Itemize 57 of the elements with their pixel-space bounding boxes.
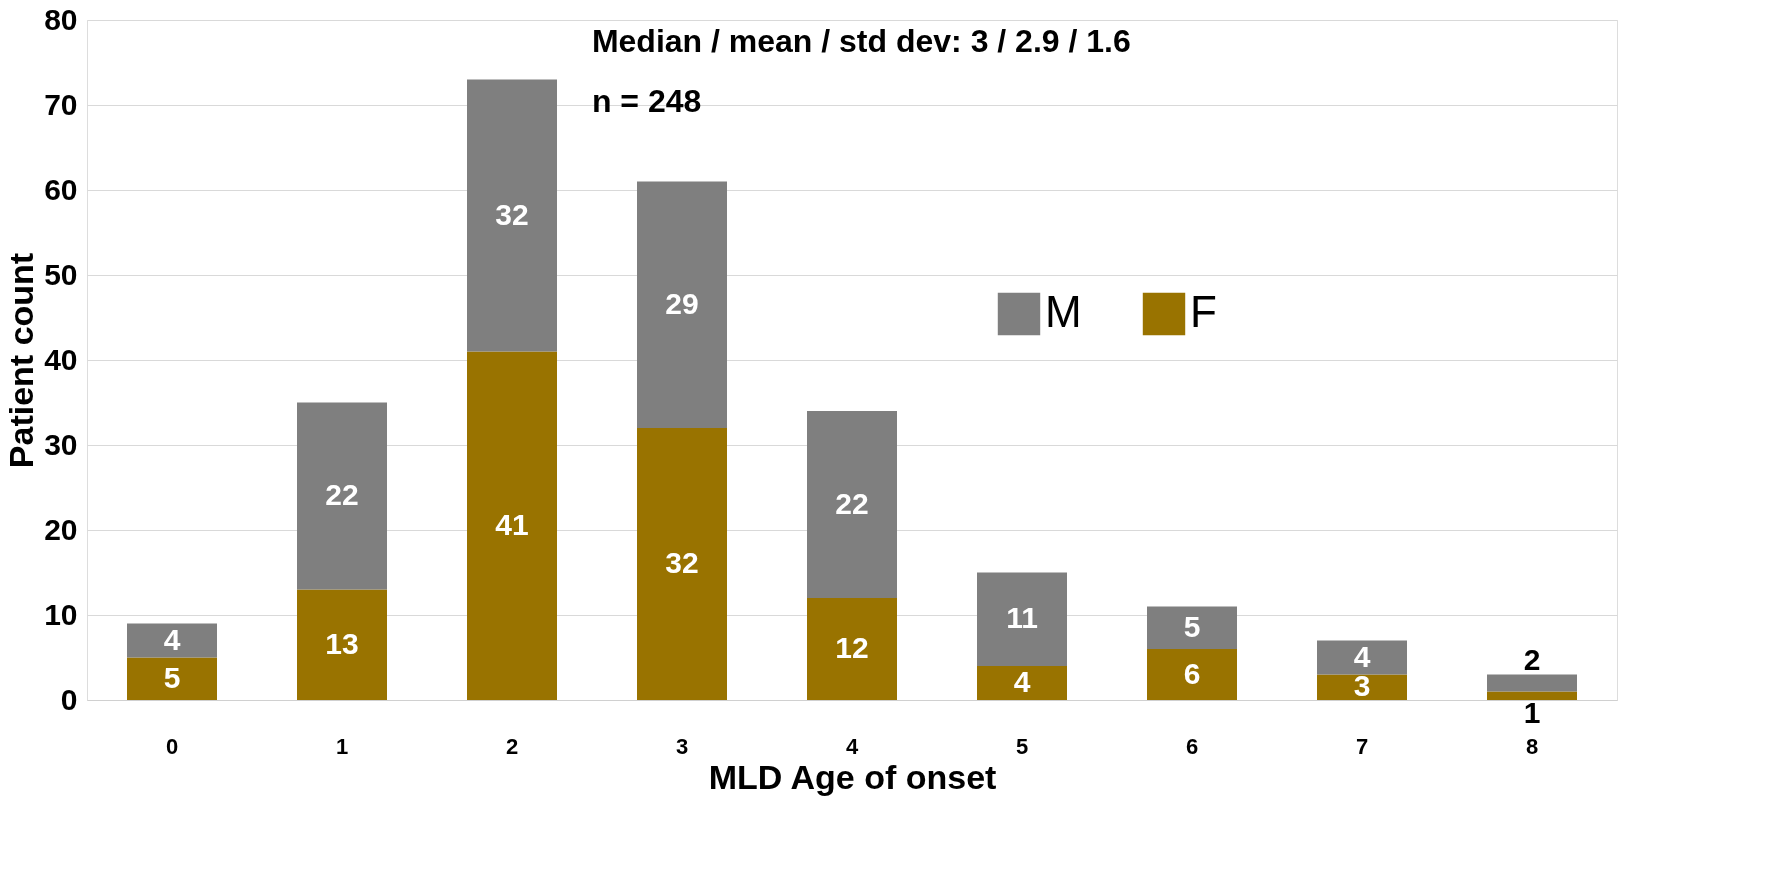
y-tick-label: 70: [44, 87, 78, 121]
bar: [467, 79, 557, 352]
data-label: 11: [1006, 601, 1038, 635]
x-tick-label: 8: [1525, 733, 1539, 759]
x-tick-label: 2: [505, 733, 519, 759]
bar: [1487, 691, 1577, 700]
bar: [297, 402, 387, 590]
y-tick-label: 30: [44, 427, 78, 461]
bar: [977, 666, 1067, 700]
x-tick-label: 6: [1185, 733, 1199, 759]
legend-label: F: [1190, 287, 1217, 336]
bar: [637, 428, 727, 700]
data-label: 29: [665, 286, 699, 320]
y-tick-label: 40: [44, 342, 78, 376]
data-label: 32: [495, 197, 529, 231]
data-label: 22: [325, 478, 359, 511]
annotation: Median / mean / std dev: 3 / 2.9 / 1.6: [591, 23, 1131, 59]
data-label: 5: [163, 660, 181, 694]
data-label: 32: [665, 546, 699, 579]
x-axis-title: MLD Age of onset: [708, 757, 997, 796]
x-tick-label: 1: [335, 733, 349, 759]
y-tick-label: 60: [44, 172, 78, 206]
bar: [977, 572, 1067, 666]
bar: [127, 623, 217, 658]
data-label: 41: [495, 507, 529, 541]
bar: [467, 351, 557, 700]
annotation: n = 248: [591, 83, 702, 119]
x-tick-label: 7: [1355, 733, 1369, 759]
bar: [1147, 649, 1237, 700]
x-tick-label: 5: [1015, 733, 1029, 759]
bar: [807, 411, 897, 598]
y-tick-label: 0: [60, 682, 78, 716]
data-label: 1: [1523, 696, 1541, 729]
data-label: 6: [1183, 656, 1201, 690]
data-label: 12: [835, 631, 869, 664]
data-label: 2: [1523, 642, 1541, 676]
data-label: 13: [325, 626, 359, 660]
x-tick-label: 0: [165, 733, 179, 759]
data-label: 4: [163, 622, 181, 656]
bar: [1317, 640, 1407, 675]
y-tick-label: 50: [44, 257, 78, 291]
data-label: 4: [1013, 665, 1031, 698]
x-tick-label: 3: [675, 733, 689, 759]
legend-label: M: [1045, 287, 1082, 336]
bar: [637, 181, 727, 428]
bar: [1147, 606, 1237, 649]
bar: [127, 657, 217, 700]
bar: [1487, 674, 1577, 692]
y-tick-label: 80: [44, 2, 78, 36]
y-tick-label: 20: [44, 512, 78, 546]
bar: [297, 589, 387, 700]
x-tick-label: 4: [845, 733, 859, 759]
data-label: 5: [1183, 609, 1201, 643]
y-tick-label: 10: [44, 597, 78, 631]
bar: [807, 598, 897, 700]
data-label: 22: [835, 486, 869, 520]
y-axis-title: Patient count: [2, 252, 41, 469]
